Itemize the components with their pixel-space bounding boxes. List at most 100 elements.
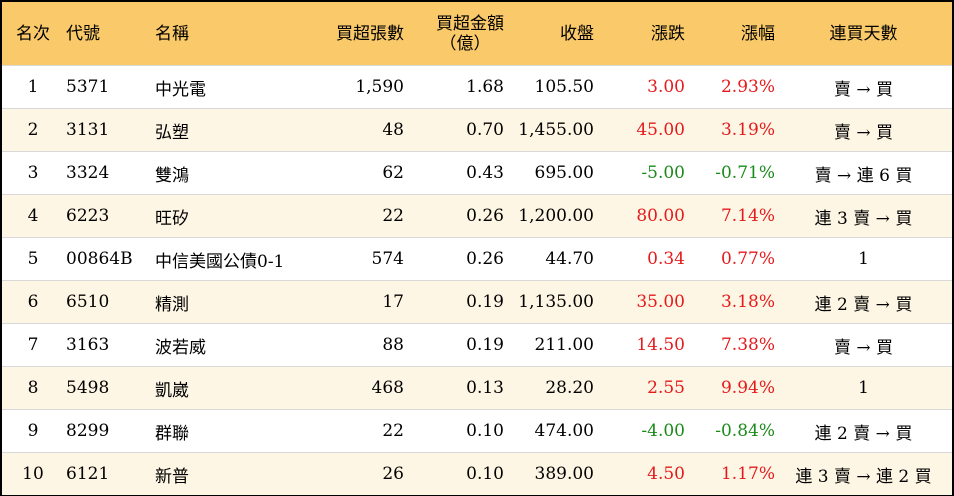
change-pct-cell: -0.71% <box>685 151 775 195</box>
net-lots-cell: 468 <box>305 366 404 410</box>
net-lots-cell: 88 <box>305 323 404 367</box>
table-row: 9 8299 群聯 22 0.10 474.00 -4.00 -0.84% 連 … <box>2 409 952 453</box>
net-amount-cell: 0.13 <box>404 366 504 410</box>
net-amount-cell: 0.19 <box>404 323 504 367</box>
consecutive-cell: 賣 → 買 <box>775 65 952 109</box>
table-row: 7 3163 波若威 88 0.19 211.00 14.50 7.38% 賣 … <box>2 323 952 367</box>
name-cell: 中信美國公債0-1 <box>145 237 305 281</box>
code-cell: 6223 <box>64 194 145 238</box>
code-cell: 5371 <box>64 65 145 109</box>
code-cell: 3324 <box>64 151 145 195</box>
table-row: 1 5371 中光電 1,590 1.68 105.50 3.00 2.93% … <box>2 65 952 109</box>
table-body: 1 5371 中光電 1,590 1.68 105.50 3.00 2.93% … <box>2 65 952 495</box>
name-cell: 新普 <box>145 452 305 495</box>
change-pct-cell: -0.84% <box>685 409 775 453</box>
code-cell: 3131 <box>64 108 145 152</box>
change-pct-cell: 0.77% <box>685 237 775 281</box>
net-amount-cell: 1.68 <box>404 65 504 109</box>
change-pct-cell: 2.93% <box>685 65 775 109</box>
consecutive-cell: 賣 → 連 6 買 <box>775 151 952 195</box>
header-net-amount-line1: 買超金額 <box>436 13 504 34</box>
change-pct-cell: 1.17% <box>685 452 775 495</box>
name-cell: 凱崴 <box>145 366 305 410</box>
consecutive-cell: 賣 → 買 <box>775 323 952 367</box>
header-change-pct: 漲幅 <box>685 2 775 66</box>
net-amount-cell: 0.10 <box>404 409 504 453</box>
consecutive-cell: 1 <box>775 237 952 281</box>
net-amount-cell: 0.43 <box>404 151 504 195</box>
table-row: 3 3324 雙鴻 62 0.43 695.00 -5.00 -0.71% 賣 … <box>2 151 952 195</box>
name-cell: 精測 <box>145 280 305 324</box>
header-close: 收盤 <box>504 2 594 66</box>
name-cell: 中光電 <box>145 65 305 109</box>
header-net-amount-line2: （億） <box>439 33 491 54</box>
change-pct-cell: 3.18% <box>685 280 775 324</box>
rank-cell: 8 <box>2 366 64 410</box>
net-lots-cell: 62 <box>305 151 404 195</box>
header-consecutive: 連買天數 <box>775 2 952 66</box>
change-cell: 2.55 <box>594 366 685 410</box>
net-lots-cell: 22 <box>305 409 404 453</box>
net-amount-cell: 0.26 <box>404 194 504 238</box>
table-row: 8 5498 凱崴 468 0.13 28.20 2.55 9.94% 1 <box>2 366 952 410</box>
code-cell: 6121 <box>64 452 145 495</box>
consecutive-cell: 連 2 賣 → 買 <box>775 280 952 324</box>
header-change: 漲跌 <box>594 2 685 66</box>
code-cell: 5498 <box>64 366 145 410</box>
header-name: 名稱 <box>145 2 305 66</box>
close-cell: 695.00 <box>504 151 594 195</box>
net-lots-cell: 22 <box>305 194 404 238</box>
close-cell: 1,200.00 <box>504 194 594 238</box>
change-cell: 3.00 <box>594 65 685 109</box>
net-amount-cell: 0.26 <box>404 237 504 281</box>
change-pct-cell: 9.94% <box>685 366 775 410</box>
close-cell: 211.00 <box>504 323 594 367</box>
rank-cell: 5 <box>2 237 64 281</box>
name-cell: 旺矽 <box>145 194 305 238</box>
rank-cell: 7 <box>2 323 64 367</box>
change-cell: 80.00 <box>594 194 685 238</box>
rank-cell: 10 <box>2 452 64 495</box>
header-rank: 名次 <box>2 2 64 66</box>
name-cell: 弘塑 <box>145 108 305 152</box>
rank-cell: 2 <box>2 108 64 152</box>
net-lots-cell: 26 <box>305 452 404 495</box>
rank-cell: 1 <box>2 65 64 109</box>
header-net-lots: 買超張數 <box>305 2 404 66</box>
table-header-row: 名次 代號 名稱 買超張數 買超金額 （億） 收盤 漲跌 漲幅 連買天數 <box>2 2 952 66</box>
change-cell: 35.00 <box>594 280 685 324</box>
consecutive-cell: 1 <box>775 366 952 410</box>
close-cell: 28.20 <box>504 366 594 410</box>
net-lots-cell: 1,590 <box>305 65 404 109</box>
rank-cell: 9 <box>2 409 64 453</box>
change-pct-cell: 7.38% <box>685 323 775 367</box>
net-amount-cell: 0.19 <box>404 280 504 324</box>
header-net-amount: 買超金額 （億） <box>404 2 504 66</box>
net-lots-cell: 574 <box>305 237 404 281</box>
code-cell: 3163 <box>64 323 145 367</box>
table-row: 4 6223 旺矽 22 0.26 1,200.00 80.00 7.14% 連… <box>2 194 952 238</box>
name-cell: 群聯 <box>145 409 305 453</box>
change-cell: -4.00 <box>594 409 685 453</box>
table-row: 5 00864B 中信美國公債0-1 574 0.26 44.70 0.34 0… <box>2 237 952 281</box>
close-cell: 105.50 <box>504 65 594 109</box>
change-cell: 45.00 <box>594 108 685 152</box>
close-cell: 1,455.00 <box>504 108 594 152</box>
table-row: 2 3131 弘塑 48 0.70 1,455.00 45.00 3.19% 賣… <box>2 108 952 152</box>
rank-cell: 4 <box>2 194 64 238</box>
change-cell: 0.34 <box>594 237 685 281</box>
rank-cell: 3 <box>2 151 64 195</box>
net-lots-cell: 48 <box>305 108 404 152</box>
change-pct-cell: 7.14% <box>685 194 775 238</box>
consecutive-cell: 連 2 賣 → 買 <box>775 409 952 453</box>
table-row: 10 6121 新普 26 0.10 389.00 4.50 1.17% 連 3… <box>2 452 952 495</box>
table-row: 6 6510 精測 17 0.19 1,135.00 35.00 3.18% 連… <box>2 280 952 324</box>
net-amount-cell: 0.10 <box>404 452 504 495</box>
change-cell: 4.50 <box>594 452 685 495</box>
close-cell: 44.70 <box>504 237 594 281</box>
close-cell: 389.00 <box>504 452 594 495</box>
code-cell: 00864B <box>64 237 145 281</box>
consecutive-cell: 連 3 賣 → 買 <box>775 194 952 238</box>
name-cell: 波若威 <box>145 323 305 367</box>
